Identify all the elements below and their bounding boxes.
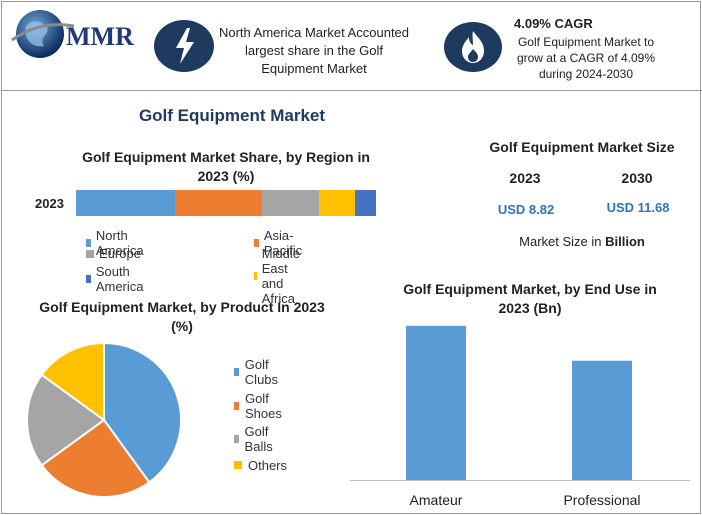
market-size-year-2030: 2030	[621, 170, 653, 186]
header-divider	[2, 90, 702, 91]
product-legend-golf-balls: Golf Balls	[234, 424, 276, 454]
enduse-chart-title: Golf Equipment Market, by End Use in 202…	[403, 281, 657, 316]
logo-text: MMR	[66, 22, 134, 51]
region-category-label: 2023	[35, 196, 64, 211]
product-legend-others: Others	[234, 458, 287, 473]
product-chart-title: Golf Equipment Market, by Product In 202…	[39, 299, 325, 334]
region-legend-swatch	[86, 239, 91, 247]
region-legend-swatch	[254, 239, 259, 247]
product-legend-swatch	[234, 368, 239, 376]
region-legend-label: Middle East and Africa	[261, 246, 300, 306]
lightning-icon	[176, 28, 194, 64]
market-size-value-2030: USD 11.68	[606, 200, 670, 215]
main-title: Golf Equipment Market	[138, 106, 326, 125]
region-segment-south-america	[355, 190, 376, 216]
product-legend-label: Golf Shoes	[244, 390, 282, 421]
product-legend-label: Others	[248, 457, 288, 473]
region-legend-swatch	[254, 272, 257, 280]
market-size-note-prefix: Market Size in	[519, 234, 606, 249]
pie-slice-golf-balls	[26, 373, 106, 467]
region-legend-europe: Europe	[86, 246, 141, 261]
region-legend-label: North America	[95, 228, 144, 258]
product-legend-swatch	[234, 435, 239, 443]
product-pie-chart	[26, 341, 182, 498]
globe-icon	[11, 10, 75, 58]
region-legend-swatch	[86, 249, 94, 258]
lightning-icon-circle	[154, 20, 214, 72]
market-size-title: Golf Equipment Market Size	[489, 139, 675, 155]
enduse-bar-amateur	[406, 325, 466, 480]
region-segment-middle-east-and-africa	[319, 190, 355, 216]
logo: MMR	[8, 6, 148, 62]
region-segment-north-america	[76, 190, 175, 216]
product-legend-swatch	[234, 461, 242, 469]
flame-icon-circle	[444, 22, 502, 72]
region-segment-asia-pacific	[175, 190, 262, 216]
callout-right: Golf Equipment Market to grow at a CAGR …	[516, 35, 656, 81]
region-legend-asia-pacific: Asia-Pacific	[254, 228, 305, 258]
market-size-value-2023: USD 8.82	[497, 202, 555, 217]
callout-left: North America Market Accounted largest s…	[218, 25, 410, 76]
region-legend-swatch	[86, 275, 91, 283]
pie-slice-golf-shoes	[40, 418, 151, 498]
flame-icon	[462, 31, 484, 63]
enduse-bar-chart	[350, 325, 690, 481]
region-chart-title: Golf Equipment Market Share, by Region i…	[82, 149, 370, 184]
region-stacked-bar	[76, 190, 376, 216]
product-legend-label: Golf Clubs	[244, 357, 279, 387]
pie-slice-others	[40, 341, 105, 422]
pie-slice-golf-clubs	[103, 341, 182, 484]
market-size-note: Market Size in Billion	[472, 234, 692, 249]
enduse-bar-professional	[572, 360, 632, 480]
cagr-title: 4.09% CAGR	[514, 16, 593, 31]
product-legend-golf-shoes: Golf Shoes	[234, 391, 285, 421]
region-legend-south-america: South America	[86, 264, 147, 294]
region-segment-europe	[262, 190, 319, 216]
region-legend-north-america: North America	[86, 228, 147, 258]
product-legend-label: Golf Balls	[244, 424, 273, 454]
product-legend-golf-clubs: Golf Clubs	[234, 357, 281, 387]
product-legend-swatch	[234, 401, 239, 410]
enduse-label-amateur: Amateur	[409, 492, 463, 508]
market-size-year-2023: 2023	[509, 170, 541, 186]
enduse-label-professional: Professional	[563, 492, 641, 508]
region-legend-middle-east-and-africa: Middle East and Africa	[254, 246, 305, 306]
region-legend-label: South America	[95, 264, 144, 294]
market-size-note-unit: Billion	[605, 234, 645, 249]
region-legend-label: Asia-Pacific	[263, 228, 303, 258]
region-legend-label: Europe	[99, 246, 141, 261]
